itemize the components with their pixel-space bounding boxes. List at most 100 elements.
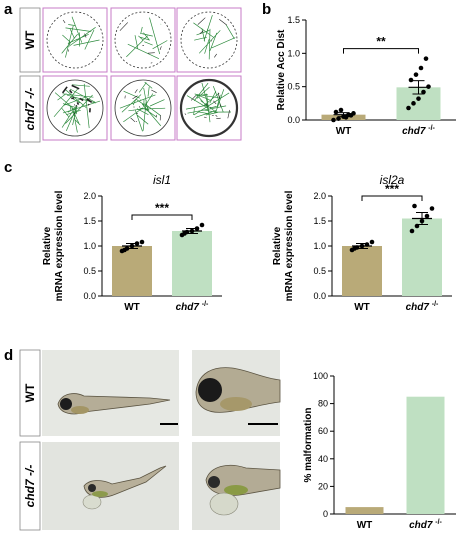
significance-label: ** (376, 35, 386, 49)
track-path-dark (124, 89, 161, 123)
data-point (194, 226, 200, 231)
data-point (424, 213, 430, 219)
y-tick-label: 40 (318, 454, 328, 464)
data-point (409, 228, 415, 234)
track-path-dark (61, 84, 93, 115)
data-point (352, 246, 357, 251)
panel-label-c: c (4, 159, 12, 176)
track-path (126, 17, 168, 60)
data-point (348, 113, 354, 118)
panel-a-row-label-wt: WT (23, 30, 37, 49)
data-point (419, 218, 425, 224)
x-tick-label: chd7 -/- (409, 519, 442, 531)
panel-label-b: b (262, 1, 271, 18)
scale-bar (248, 423, 278, 425)
arena-ring (114, 79, 172, 137)
y-tick-label: 1.0 (83, 241, 96, 251)
y-tick-label: 0.5 (287, 82, 300, 92)
panel-label-d: d (4, 347, 13, 364)
bar-0 (112, 246, 152, 296)
data-point (418, 65, 424, 71)
x-tick-label: chd7 -/- (406, 301, 439, 313)
panel-label-a: a (4, 1, 13, 18)
data-point (122, 247, 127, 253)
panel-d-row-label-wt: WT (23, 383, 37, 402)
y-tick-label: 0.0 (287, 115, 300, 125)
y-tick-label: 20 (318, 481, 328, 491)
panel-d-row-label-mut: chd7 -/- (23, 465, 37, 508)
data-point (416, 96, 421, 101)
chart-c2: isl2a 0.0 0.5 1.0 1.5 2.0 Relative mRNA express… (272, 173, 452, 313)
data-point (411, 101, 416, 106)
y-tick-label: 100 (313, 371, 328, 381)
x-tick-label: chd7 -/- (176, 301, 209, 313)
fish-image-mutant-closeup (192, 442, 281, 530)
scale-bar (160, 423, 178, 425)
chart-d: 0 20 40 60 80 100 % malformation WT chd7 -/- (303, 371, 456, 531)
data-point (413, 72, 419, 77)
bar-0 (345, 507, 384, 514)
bar-1 (402, 218, 442, 296)
track-path (61, 16, 100, 58)
track-path (119, 81, 166, 132)
data-point (426, 84, 431, 89)
fish-image-wt-whole (42, 350, 179, 436)
significance-label: *** (385, 182, 399, 196)
data-point (199, 222, 205, 228)
fish-image-mutant-whole (42, 442, 179, 530)
chart-c1: isl1 0.0 0.5 1.0 1.5 2.0 Relative mRNA expressi… (42, 173, 222, 313)
data-point (129, 243, 135, 249)
y-tick-label: 0 (323, 509, 328, 519)
arena-ring (180, 11, 238, 69)
y-tick-label: 60 (318, 426, 328, 436)
data-point (412, 203, 417, 209)
track-path (185, 82, 232, 123)
y-tick-label: 1.5 (83, 216, 96, 226)
arena-ring (114, 11, 172, 69)
data-point (331, 117, 336, 123)
arena-ring (179, 78, 239, 138)
data-point (423, 56, 429, 61)
y-tick-label: 1.5 (287, 15, 300, 25)
fish-image-wt-closeup (192, 350, 281, 436)
y-tick-label: 0.0 (83, 291, 96, 301)
track-path-dark (119, 22, 162, 64)
track-path (193, 14, 236, 60)
panel-a: WT chd7 -/- (19, 7, 242, 143)
y-axis-label: Relative (272, 226, 283, 265)
data-point (421, 89, 426, 95)
data-point (189, 228, 195, 234)
data-point (336, 116, 341, 121)
y-tick-label: 0.5 (313, 266, 326, 276)
significance-bracket (131, 214, 193, 220)
data-point (369, 239, 375, 245)
tracking-frame (176, 75, 242, 141)
significance-bracket (361, 195, 423, 201)
y-tick-label: 80 (318, 399, 328, 409)
data-point (406, 105, 411, 111)
data-point (134, 241, 140, 246)
y-tick-label: 2.0 (313, 191, 326, 201)
data-point (338, 107, 344, 113)
bar-1 (406, 396, 445, 514)
track-path-dark (184, 92, 230, 119)
bar-1 (172, 231, 212, 296)
tracking-frame (42, 7, 108, 73)
y-axis-label: Relative Acc Dist (276, 29, 287, 110)
data-point (429, 206, 435, 211)
y-tick-label: 1.0 (287, 48, 300, 58)
data-point (359, 243, 365, 249)
chart-title: isl2a (380, 173, 405, 187)
data-point (343, 115, 349, 120)
y-axis-label: mRNA expression level (54, 190, 65, 301)
y-axis-label: mRNA expression level (284, 190, 295, 301)
data-point (414, 223, 420, 229)
y-tick-label: 2.0 (83, 191, 96, 201)
y-tick-label: 0.5 (83, 266, 96, 276)
y-tick-label: 1.5 (313, 216, 326, 226)
arena-ring (46, 11, 104, 69)
data-point (182, 231, 187, 236)
data-point (364, 242, 370, 247)
